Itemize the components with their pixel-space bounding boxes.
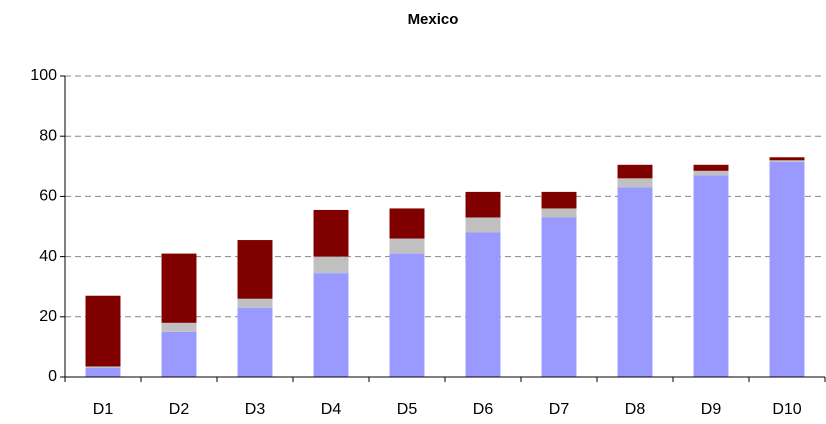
bar-segment [465,217,501,233]
y-tick-label: 20 [39,308,57,325]
y-tick-label: 100 [30,67,57,84]
bar-segment [769,161,805,377]
bar-segment [161,331,197,377]
x-tick-label: D4 [321,401,342,418]
bar-segment [693,170,729,176]
x-tick-label: D6 [473,401,494,418]
x-tick-label: D5 [397,401,418,418]
y-tick-label: 40 [39,248,57,265]
bar-segment [237,240,273,299]
bar-segment [541,191,577,209]
bar-segment [693,164,729,171]
x-tick-label: D1 [93,401,114,418]
bar-segment [465,232,501,377]
bar-segment [85,295,121,367]
x-tick-label: D8 [625,401,646,418]
x-tick-label: D10 [772,401,801,418]
bar-segment [617,187,653,377]
x-tick-label: D2 [169,401,190,418]
x-tick-label: D7 [549,401,570,418]
bar-segment [769,157,805,161]
bar-segment [237,298,273,308]
bar-segment [85,367,121,377]
chart-title: Mexico [408,11,459,28]
y-tick-label: 80 [39,127,57,144]
bar-segment [85,366,121,368]
bar-segment [541,217,577,377]
x-tick-label: D3 [245,401,266,418]
bar-segment [389,238,425,254]
bar-segment [161,322,197,332]
bar-segment [541,208,577,218]
bar-segment [313,256,349,274]
bar-segment [389,253,425,377]
y-tick-label: 60 [39,188,57,205]
y-tick-label: 0 [48,368,57,385]
bar-segment [237,307,273,377]
bar-segment [769,160,805,162]
bar-segment [161,253,197,323]
bar-segment [617,178,653,188]
x-tick-label: D9 [701,401,722,418]
bar-segment [313,273,349,377]
bar-segment [389,208,425,239]
bar-segment [693,175,729,377]
bar-segment [617,164,653,179]
bar-segment [313,209,349,257]
bar-segment [465,191,501,218]
